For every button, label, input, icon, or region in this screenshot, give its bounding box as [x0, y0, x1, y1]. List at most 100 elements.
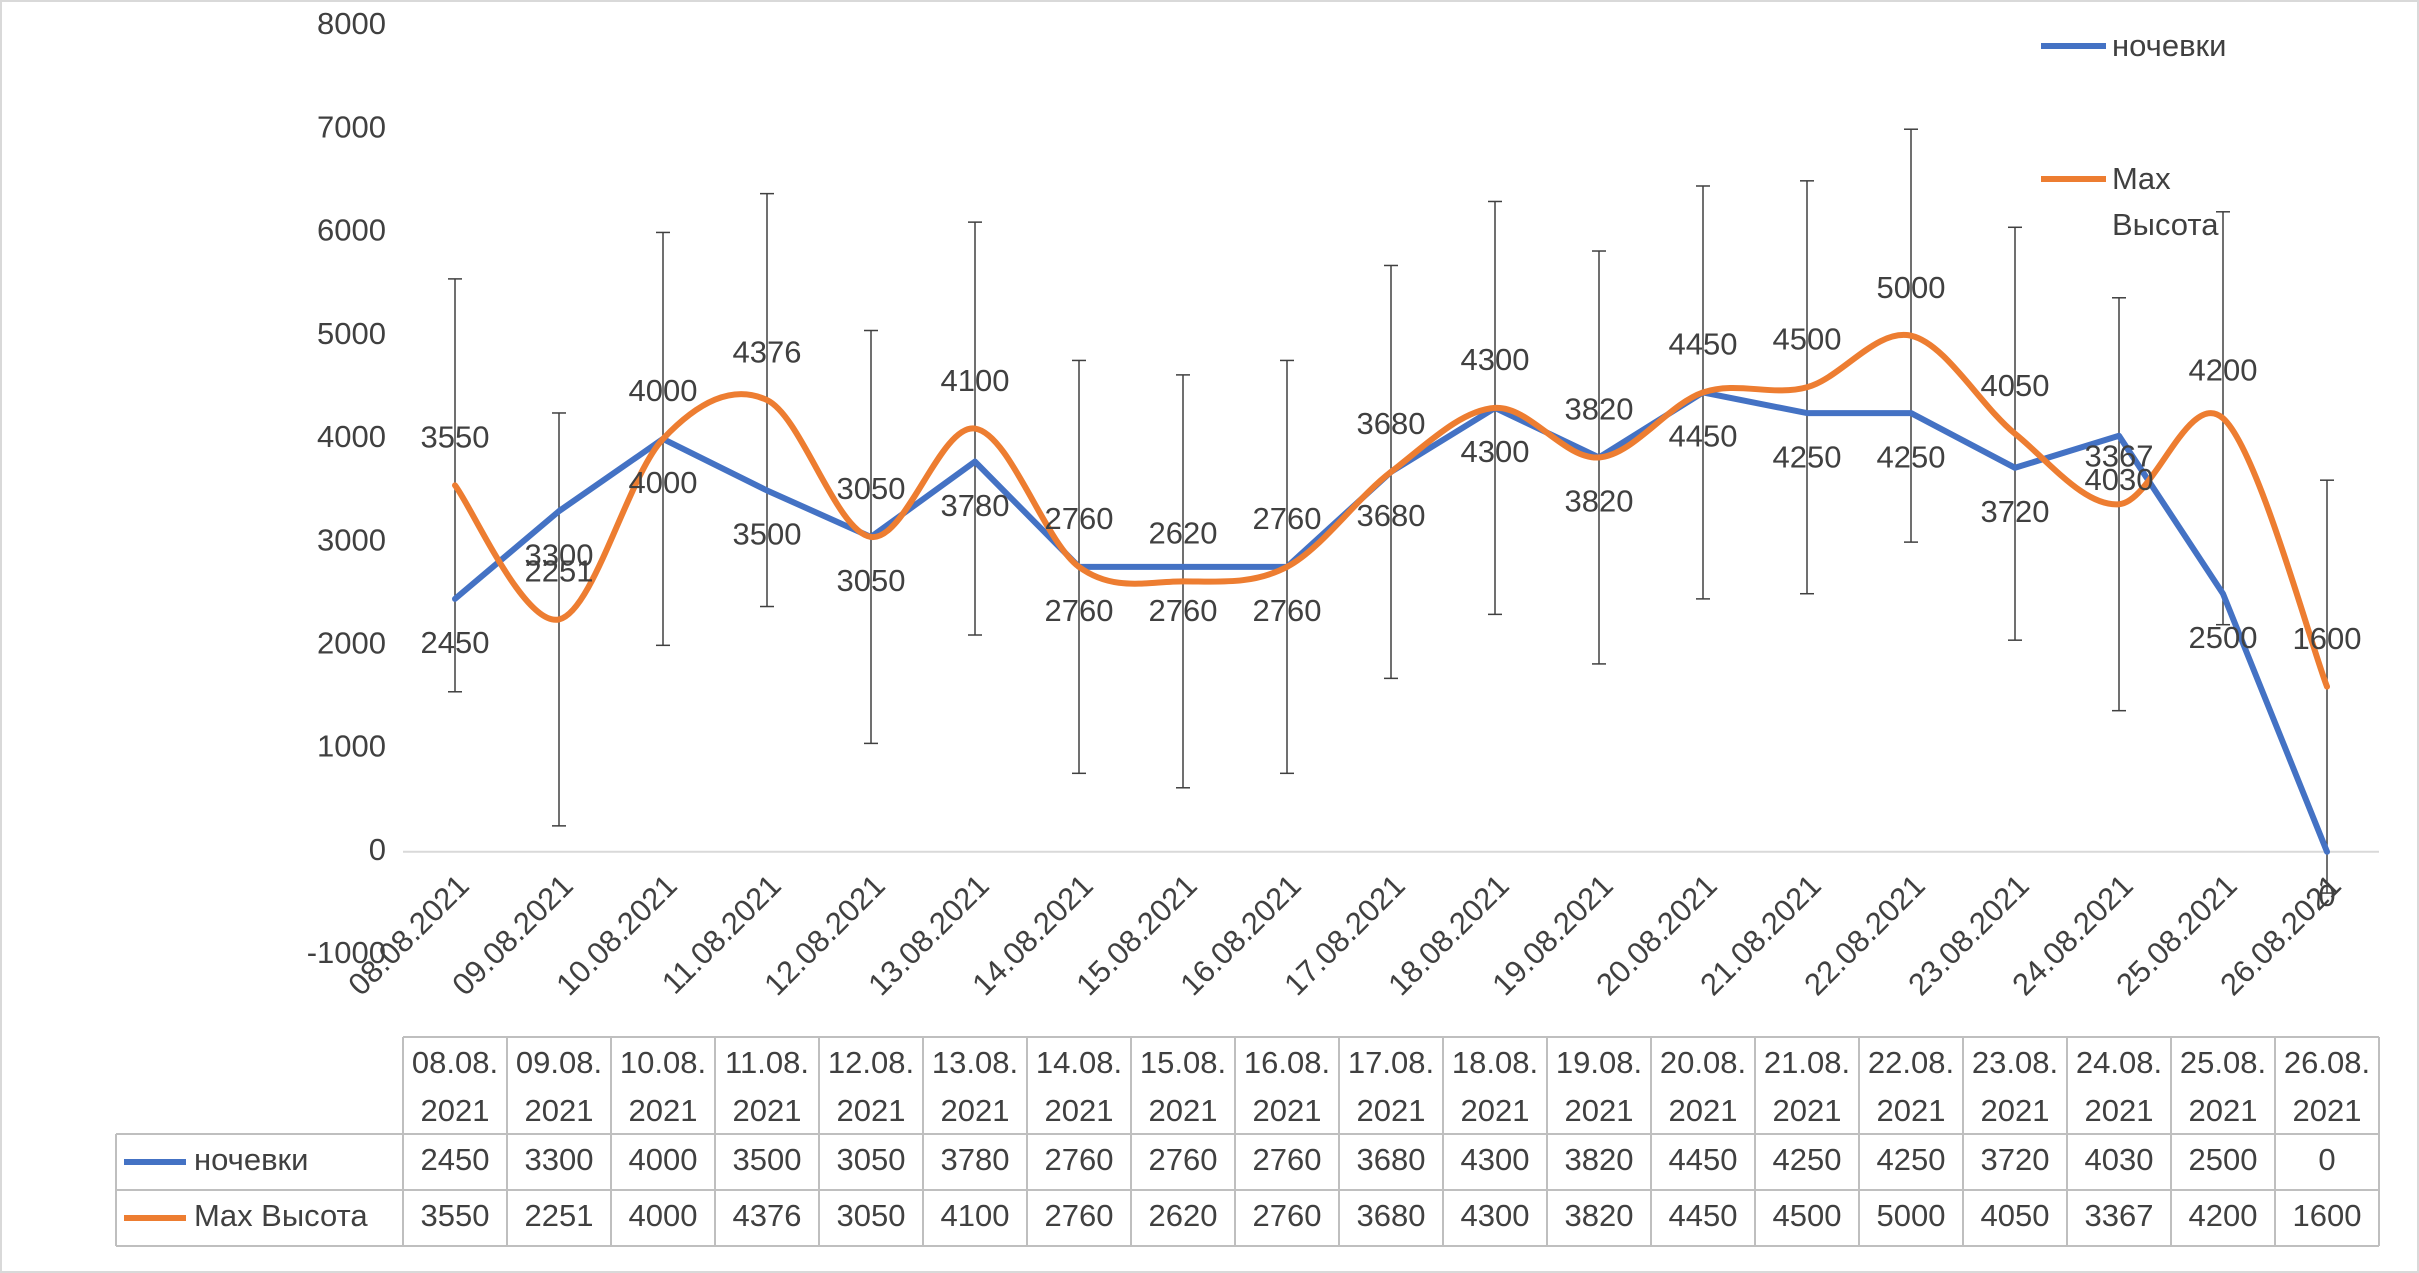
table-header-text: 20.08.2021	[1659, 1045, 1747, 1128]
table-cell: 2760	[1253, 1142, 1322, 1177]
table-cell: 1600	[2293, 1198, 2362, 1233]
table-cell: 2500	[2189, 1142, 2258, 1177]
y-tick-label: 5000	[317, 316, 386, 351]
y-tick-label: 8000	[317, 6, 386, 41]
data-label: 4100	[941, 363, 1010, 398]
table-cell: 4500	[1773, 1198, 1842, 1233]
data-label: 3500	[733, 517, 802, 552]
table-header-cell: 25.08.2021	[2179, 1045, 2267, 1128]
table-cell: 2620	[1149, 1198, 1218, 1233]
table-cell: 4200	[2189, 1198, 2258, 1233]
table-header-cell: 24.08.2021	[2075, 1045, 2163, 1128]
data-label: 2760	[1253, 501, 1322, 536]
data-label: 3050	[837, 471, 906, 506]
table-cell: 3680	[1357, 1198, 1426, 1233]
table-header-text: 21.08.2021	[1763, 1045, 1851, 1128]
table-header-cell: 09.08.2021	[515, 1045, 603, 1128]
table-cell: 3550	[421, 1198, 490, 1233]
table-cell: 3050	[837, 1198, 906, 1233]
table-header-text: 22.08.2021	[1867, 1045, 1955, 1128]
table-header-cell: 10.08.2021	[620, 1045, 706, 1128]
data-label: 4200	[2189, 352, 2258, 387]
data-label: 4300	[1461, 342, 1530, 377]
data-label: 2760	[1253, 593, 1322, 628]
legend-entry: Max Высота	[2112, 161, 2219, 242]
table-cell: 4050	[1981, 1198, 2050, 1233]
data-label: 2760	[1149, 593, 1218, 628]
table-cell: 3820	[1565, 1142, 1634, 1177]
legend-label: ночевки	[2112, 28, 2227, 63]
table-cell: 5000	[1877, 1198, 1946, 1233]
data-label: 4000	[629, 373, 698, 408]
legend-label: Max Высота	[2112, 161, 2219, 242]
table-cell: 3050	[837, 1142, 906, 1177]
table-cell: 3820	[1565, 1198, 1634, 1233]
table-header-text: 13.08.2021	[931, 1045, 1019, 1128]
table-cell: 4450	[1669, 1198, 1738, 1233]
data-label: 3300	[525, 537, 594, 572]
table-header-cell: 23.08.2021	[1971, 1045, 2059, 1128]
table-cell: 4000	[629, 1142, 698, 1177]
table-cell: 2760	[1149, 1142, 1218, 1177]
table-header-cell: 22.08.2021	[1867, 1045, 1955, 1128]
table-header-cell: 26.08.2021	[2284, 1045, 2370, 1128]
table-cell: 2760	[1253, 1198, 1322, 1233]
table-cell: 0	[2318, 1142, 2335, 1177]
table-cell: 3720	[1981, 1142, 2050, 1177]
data-label: 0	[2318, 878, 2335, 913]
table-header-text: 23.08.2021	[1971, 1045, 2059, 1128]
table-cell: 2760	[1045, 1198, 1114, 1233]
data-label: 2760	[1045, 593, 1114, 628]
table-header-text: 19.08.2021	[1555, 1045, 1643, 1128]
table-header-cell: 19.08.2021	[1555, 1045, 1643, 1128]
data-label: 4250	[1773, 439, 1842, 474]
table-cell: 4250	[1773, 1142, 1842, 1177]
table-header-text: 16.08.2021	[1243, 1045, 1331, 1128]
data-label: 3050	[837, 563, 906, 598]
table-cell: 3500	[733, 1142, 802, 1177]
y-tick-label: 4000	[317, 419, 386, 454]
y-tick-label: 2000	[317, 626, 386, 661]
table-header-cell: 13.08.2021	[931, 1045, 1019, 1128]
table-header-text: 24.08.2021	[2075, 1045, 2163, 1128]
table-cell: 3300	[525, 1142, 594, 1177]
y-tick-label: 7000	[317, 109, 386, 144]
table-header-text: 14.08.2021	[1035, 1045, 1123, 1128]
y-tick-label: -1000	[307, 935, 386, 970]
table-row-label: ночевки	[194, 1142, 308, 1177]
table-cell: 4300	[1461, 1198, 1530, 1233]
table-cell: 4376	[733, 1198, 802, 1233]
data-label: 4300	[1461, 434, 1530, 469]
y-tick-label: 0	[369, 832, 386, 867]
data-label: 3680	[1357, 498, 1426, 533]
table-header-text: 08.08.2021	[411, 1045, 499, 1128]
table-header-cell: 18.08.2021	[1452, 1045, 1538, 1128]
table-row-label: Max Высота	[194, 1198, 368, 1233]
table-cell: 2251	[525, 1198, 594, 1233]
table-header-cell: 21.08.2021	[1763, 1045, 1851, 1128]
table-cell: 4250	[1877, 1142, 1946, 1177]
data-label: 3550	[421, 420, 490, 455]
data-label: 4050	[1981, 368, 2050, 403]
data-label: 4500	[1773, 321, 1842, 356]
table-header-cell: 12.08.2021	[828, 1045, 914, 1128]
y-tick-label: 3000	[317, 522, 386, 557]
table-cell: 3780	[941, 1142, 1010, 1177]
table-header-cell: 20.08.2021	[1659, 1045, 1747, 1128]
table-header-cell: 14.08.2021	[1035, 1045, 1123, 1128]
data-label: 3720	[1981, 494, 2050, 529]
data-label: 1600	[2293, 621, 2362, 656]
data-label: 4000	[629, 465, 698, 500]
data-label: 4030	[2085, 462, 2154, 497]
table-cell: 4100	[941, 1198, 1010, 1233]
table-header-text: 25.08.2021	[2179, 1045, 2267, 1128]
y-tick-label: 6000	[317, 213, 386, 248]
table-header-text: 09.08.2021	[515, 1045, 603, 1128]
table-header-text: 11.08.2021	[725, 1045, 809, 1128]
table-header-cell: 16.08.2021	[1243, 1045, 1331, 1128]
table-cell: 4300	[1461, 1142, 1530, 1177]
table-header-cell: 17.08.2021	[1348, 1045, 1434, 1128]
data-label: 2450	[421, 625, 490, 660]
data-label: 3680	[1357, 406, 1426, 441]
